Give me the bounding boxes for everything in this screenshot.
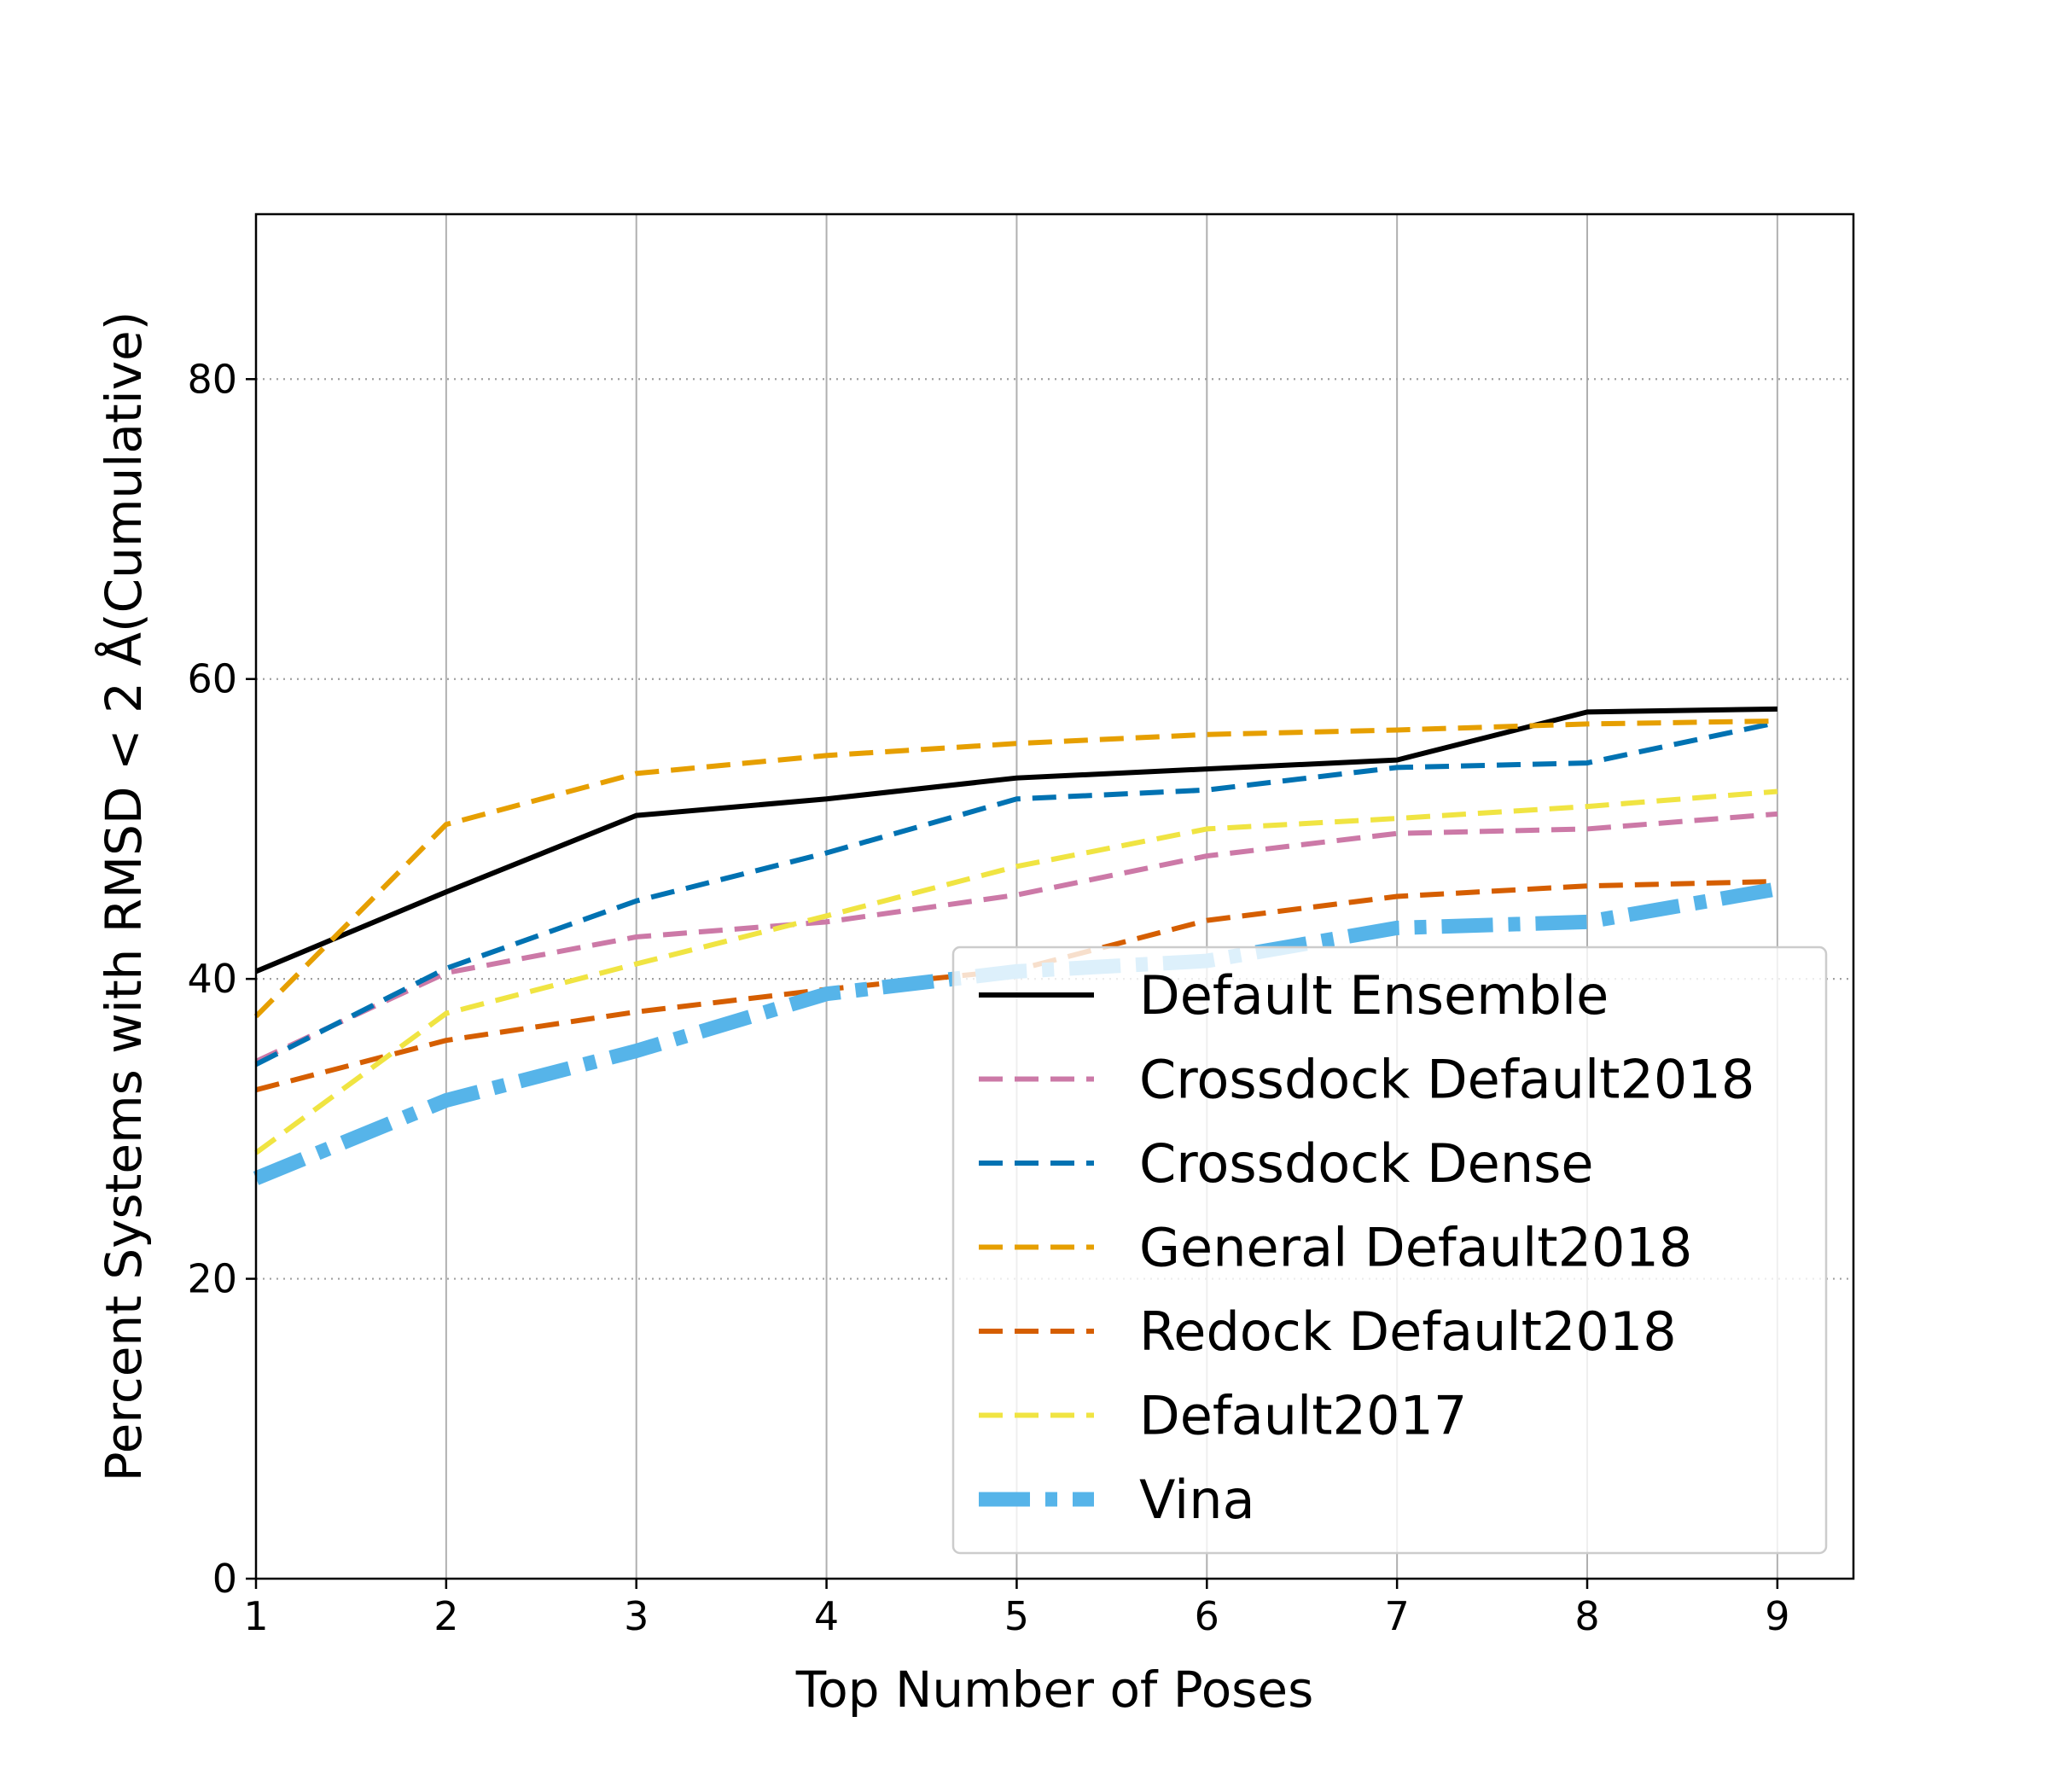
x-tick-label: 3: [624, 1593, 649, 1639]
x-axis-label: Top Number of Poses: [795, 1661, 1314, 1719]
series-line: [254, 788, 1778, 1155]
series-line: [253, 718, 1777, 1019]
x-tick-label: 5: [1004, 1593, 1029, 1639]
legend-label: Crossdock Dense: [1139, 1132, 1594, 1195]
y-tick-label: 20: [187, 1256, 237, 1302]
series-line: [254, 706, 1777, 975]
legend-label: Default2017: [1139, 1385, 1467, 1447]
x-tick-label: 8: [1574, 1593, 1599, 1639]
x-tick-label: 2: [433, 1593, 458, 1639]
y-tick-label: 40: [187, 956, 237, 1002]
y-axis-label: Percent Systems with RMSD < 2 Å(Cumulati…: [94, 311, 153, 1482]
x-tick-label: 9: [1765, 1593, 1789, 1639]
x-tick-label: 7: [1385, 1593, 1410, 1639]
x-tick-label: 6: [1195, 1593, 1219, 1639]
plot-frame: [254, 212, 1855, 1580]
y-tick-label: 80: [187, 356, 237, 402]
x-tick-label: 4: [814, 1593, 839, 1639]
legend-label: Redock Default2018: [1139, 1300, 1677, 1363]
legend: Default Ensemble Crossdock Default2018 Cro…: [951, 945, 1828, 1555]
series-line: [254, 811, 1778, 1064]
x-tick-label: 1: [243, 1593, 268, 1639]
legend-box: [951, 945, 1828, 1555]
legend-label: Crossdock Default2018: [1139, 1049, 1754, 1111]
axis-ticks: 1 2 3 4 5 6 7 8 9 0 20 40 60 80: [187, 356, 1789, 1639]
series-line: [254, 719, 1778, 1067]
legend-label: General Default2018: [1139, 1217, 1692, 1279]
y-tick-label: 0: [212, 1556, 237, 1602]
legend-label: Vina: [1139, 1469, 1255, 1531]
y-tick-label: 60: [187, 656, 237, 702]
legend-label: Default Ensemble: [1139, 964, 1609, 1027]
